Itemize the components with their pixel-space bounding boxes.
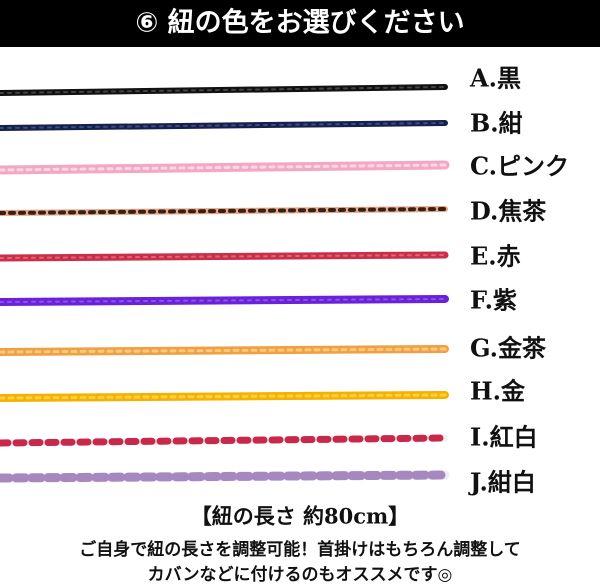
cord-red-white [0, 434, 449, 447]
cord-red [0, 251, 449, 262]
cord-purple [0, 295, 449, 306]
option-label: A.黒 [469, 64, 521, 93]
header-band [0, 0, 600, 47]
option-label: D.焦茶 [470, 197, 547, 226]
footer-line: ご自身で紐の長さを調整可能！首掛けはもちろん調整して [79, 539, 521, 560]
cord-pink [0, 160, 450, 175]
cord-black [0, 84, 448, 96]
option-labels: A.黒 B.紺 C.ピンク D.焦茶 E.赤 F.紫 G.金茶 H.金 I.紅白… [468, 64, 569, 497]
option-label: F.紫 [470, 286, 517, 315]
option-label: E.赤 [470, 242, 521, 271]
cords [0, 84, 450, 483]
cord-purple-white [0, 470, 450, 483]
footer-line: カバンなどに付けるのもオススメです◎ [148, 564, 453, 585]
option-label: C.ピンク [470, 152, 569, 181]
option-label: I.紅白 [470, 423, 538, 452]
cord-navy [0, 120, 448, 131]
option-label: H.金 [470, 377, 526, 406]
option-label: B.紺 [470, 109, 523, 138]
cord-gold [0, 391, 449, 402]
cord-length: 【紐の長さ 約80cm】 [191, 504, 410, 529]
cord-brown [0, 206, 448, 216]
option-label: G.金茶 [470, 334, 547, 363]
option-label: J.紺白 [468, 468, 536, 497]
cord-gold-brown [0, 345, 449, 356]
header-title: ⑥ 紐の色をお選びください [135, 7, 464, 39]
